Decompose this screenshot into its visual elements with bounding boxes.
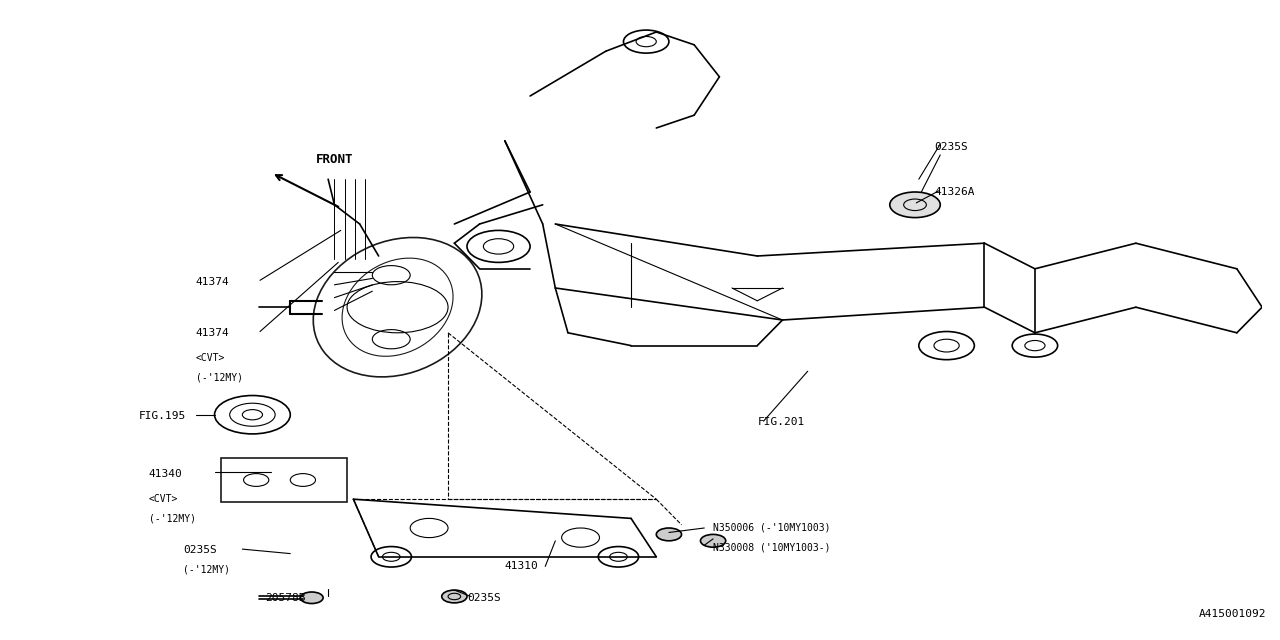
Text: 41374: 41374 xyxy=(196,276,229,287)
Circle shape xyxy=(657,528,681,541)
Text: (-'12MY): (-'12MY) xyxy=(148,513,196,524)
Text: N350006 (-'10MY1003): N350006 (-'10MY1003) xyxy=(713,523,831,533)
Text: 41374: 41374 xyxy=(196,328,229,338)
Text: 41340: 41340 xyxy=(148,468,183,479)
Text: A415001092: A415001092 xyxy=(1199,609,1266,620)
Bar xyxy=(221,458,347,502)
Text: FRONT: FRONT xyxy=(316,154,353,166)
Text: FIG.201: FIG.201 xyxy=(758,417,805,428)
Text: 0235S: 0235S xyxy=(467,593,500,604)
Text: 0235S: 0235S xyxy=(934,142,968,152)
Text: <CVT>: <CVT> xyxy=(196,353,225,364)
Text: <CVT>: <CVT> xyxy=(148,494,178,504)
Text: 20578B: 20578B xyxy=(265,593,306,604)
Text: 0235S: 0235S xyxy=(183,545,216,556)
Circle shape xyxy=(700,534,726,547)
Text: (-'12MY): (-'12MY) xyxy=(196,372,243,383)
Text: (-'12MY): (-'12MY) xyxy=(183,564,230,575)
Circle shape xyxy=(890,192,941,218)
Text: 41326A: 41326A xyxy=(934,187,974,197)
Circle shape xyxy=(442,590,467,603)
Text: 41310: 41310 xyxy=(504,561,539,572)
Circle shape xyxy=(301,592,323,604)
Text: N330008 ('10MY1003-): N330008 ('10MY1003-) xyxy=(713,542,831,552)
Text: FIG.195: FIG.195 xyxy=(138,411,186,421)
